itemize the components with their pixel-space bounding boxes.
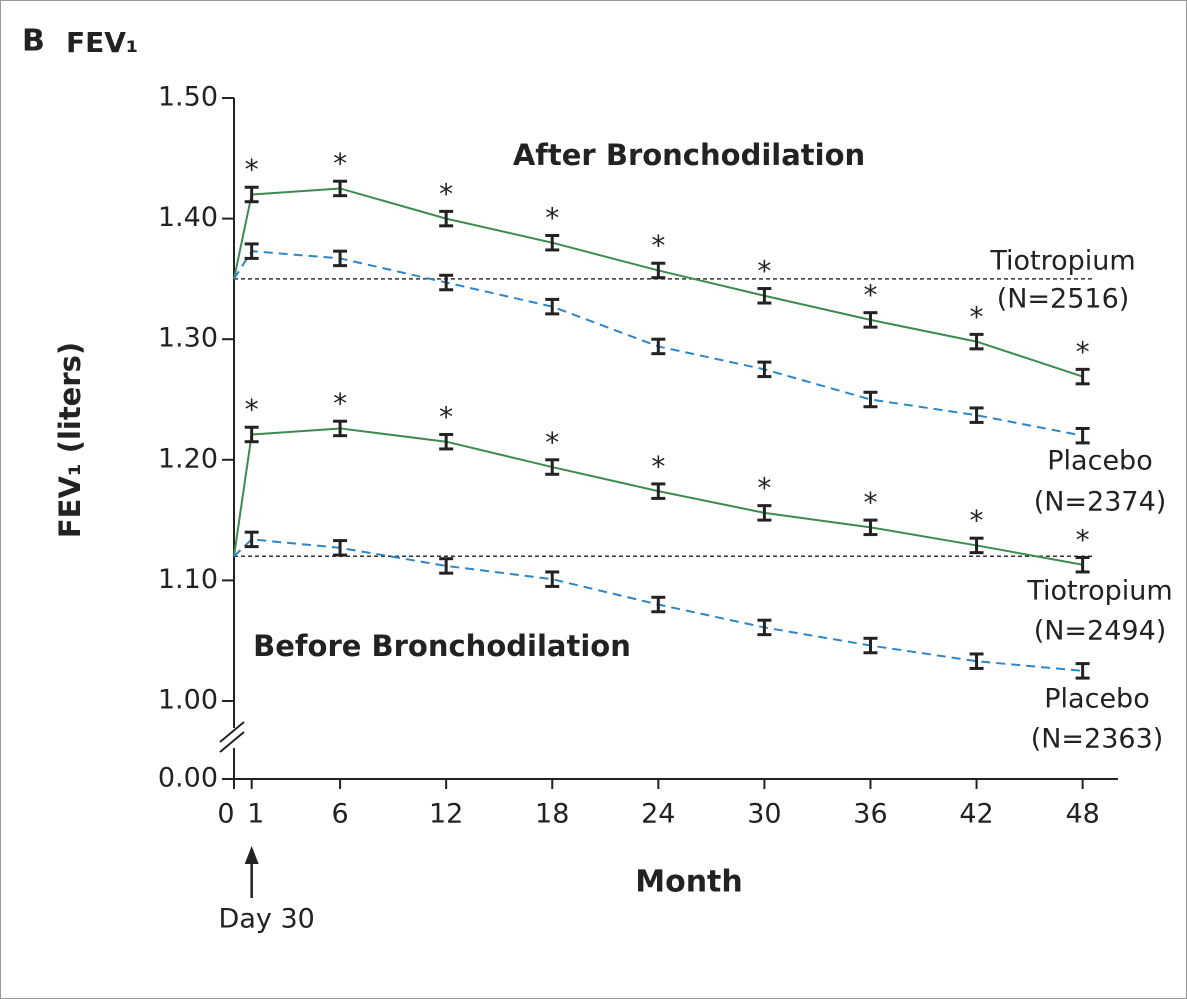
significance-marker: * [863, 486, 877, 519]
x-tick-label: 36 [853, 799, 887, 830]
series-line [233, 427, 1083, 566]
y-tick-label: 1.40 [158, 202, 218, 233]
series-n-label: (N=2516) [997, 284, 1130, 315]
series-label: Tiotropium [1026, 576, 1172, 607]
axis-break [219, 721, 245, 743]
significance-marker: * [545, 426, 559, 459]
y-tick-label: 1.50 [158, 82, 218, 113]
error-bar [757, 618, 772, 637]
error-bar [333, 539, 348, 557]
series-line [233, 187, 1083, 378]
y-tick-label: 0.00 [158, 763, 218, 794]
significance-marker: * [333, 387, 347, 420]
series-line [233, 538, 1083, 672]
error-bar [244, 242, 259, 260]
error-bar [1075, 555, 1090, 574]
error-bar [244, 185, 259, 204]
series-label: Placebo [1047, 446, 1152, 477]
x-tick-label: 24 [641, 799, 675, 830]
error-bar [969, 332, 984, 351]
significance-marker: * [439, 177, 453, 210]
group-label: After Bronchodilation [513, 138, 865, 172]
error-bar [969, 652, 984, 670]
chart-title: FEV₁ [66, 26, 138, 59]
significance-marker: * [545, 201, 559, 234]
significance-marker: * [970, 504, 984, 537]
panel-label: B [22, 24, 45, 59]
error-bar [651, 337, 666, 356]
error-bar [333, 419, 348, 438]
significance-marker: * [757, 472, 771, 505]
error-bar [244, 530, 259, 549]
error-bar [439, 273, 454, 292]
x-tick-label: 0 [217, 799, 234, 830]
y-tick-label: 1.10 [158, 564, 218, 595]
error-bar [651, 482, 666, 500]
series-n-label: (N=2494) [1034, 616, 1167, 647]
series-n-label: (N=2363) [1031, 724, 1164, 755]
significance-marker: * [970, 300, 984, 333]
significance-marker: * [245, 153, 259, 186]
error-bar [1075, 662, 1090, 680]
error-bar [757, 287, 772, 305]
error-bar [439, 432, 454, 451]
error-bar [545, 458, 560, 476]
error-bar [651, 595, 666, 614]
x-tick-label: 18 [535, 799, 569, 830]
x-tick-label: 12 [429, 799, 463, 830]
significance-marker: * [1076, 335, 1090, 368]
arrow-head [244, 846, 259, 864]
significance-marker: * [863, 279, 877, 312]
error-bar [1075, 367, 1090, 386]
series-label: Tiotropium [989, 246, 1135, 277]
significance-marker: * [439, 400, 453, 433]
error-bar [969, 536, 984, 555]
axis-break [219, 731, 245, 753]
x-tick-label: 6 [331, 799, 348, 830]
error-bar [439, 209, 454, 228]
x-tick-label: 30 [747, 799, 781, 830]
error-bar [545, 297, 560, 316]
error-bar [651, 261, 666, 280]
error-bar [545, 233, 560, 252]
significance-marker: * [651, 450, 665, 483]
error-bar [969, 406, 984, 424]
series-line [233, 250, 1083, 437]
x-tick-label: 48 [1065, 799, 1099, 830]
series-n-label: (N=2374) [1034, 487, 1167, 518]
group-label: Before Bronchodilation [253, 629, 631, 663]
error-bar [244, 425, 259, 444]
y-tick-label: 1.30 [158, 323, 218, 354]
x-axis-label: Month [635, 865, 743, 900]
y-axis-label: FEV₁ (liters) [53, 342, 87, 538]
significance-marker: * [1076, 523, 1090, 556]
x-tick-label: 1 [247, 799, 264, 830]
error-bar [757, 360, 772, 379]
error-bar [757, 504, 772, 522]
error-bar [333, 249, 348, 268]
significance-marker: * [757, 255, 771, 288]
y-tick-label: 1.20 [158, 443, 218, 474]
significance-marker: * [245, 393, 259, 426]
series-label: Placebo [1044, 684, 1149, 715]
arrow-label: Day 30 [219, 904, 315, 935]
y-tick-label: 1.00 [158, 685, 218, 716]
error-bar [863, 636, 878, 655]
error-bar [545, 570, 560, 588]
error-bar [333, 179, 348, 198]
significance-marker: * [651, 229, 665, 262]
significance-marker: * [333, 147, 347, 180]
x-tick-label: 42 [959, 799, 993, 830]
error-bar [863, 311, 878, 329]
error-bar [1075, 426, 1090, 445]
error-bar [863, 390, 878, 409]
error-bar [863, 518, 878, 537]
error-bar [439, 557, 454, 575]
